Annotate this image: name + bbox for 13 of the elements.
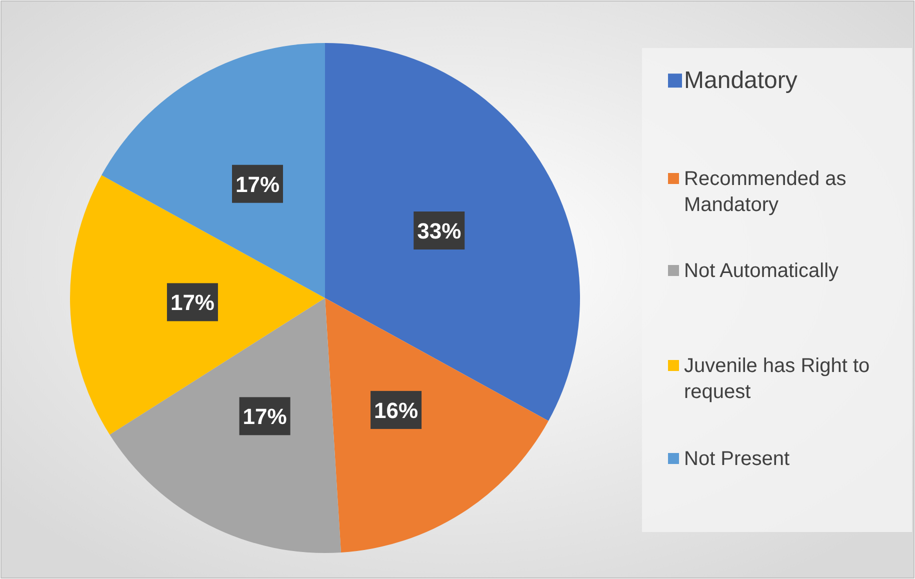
pie-slice	[325, 298, 548, 552]
data-label: 17%	[170, 290, 214, 316]
legend-label: Not Present	[684, 448, 790, 470]
legend-label: Not Automatically	[684, 260, 839, 282]
data-label: 33%	[417, 218, 462, 244]
data-label: 17%	[242, 404, 287, 430]
legend-label: Recommended as Mandatory	[684, 168, 846, 216]
pie-slice	[325, 43, 580, 421]
pie-slice	[70, 175, 325, 435]
data-label: 17%	[235, 172, 280, 197]
legend-label: Juvenile has Right to request	[684, 355, 870, 403]
legend-label: Mandatory	[684, 67, 798, 94]
data-label: 16%	[374, 398, 418, 423]
